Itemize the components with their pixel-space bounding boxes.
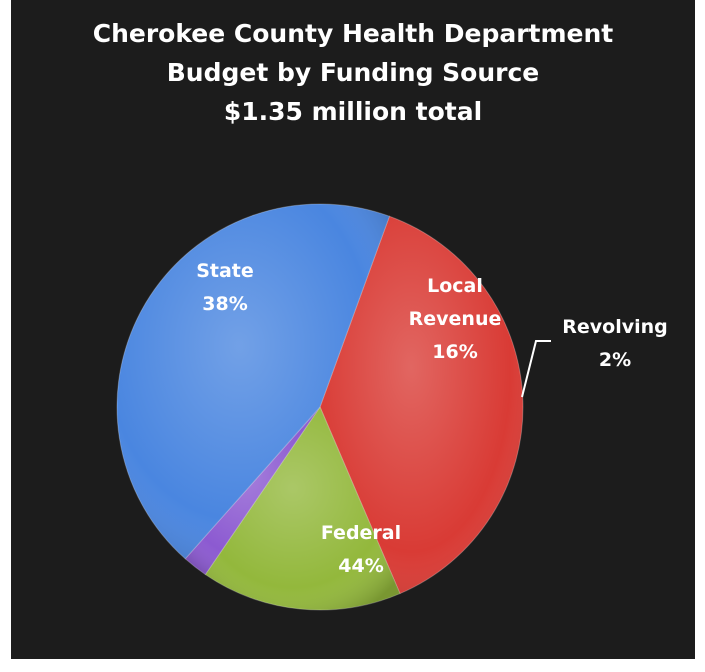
chart-title-line-3: $1.35 million total — [223, 97, 483, 126]
chart-title-line-1: Cherokee County Health Department — [92, 19, 614, 48]
pie-slice-shading — [205, 407, 400, 610]
slice-label-federal: Federal 44% — [321, 522, 401, 577]
pie-chart: State 38% Local Revenue 16% Revolving 2% Federa… — [116, 203, 668, 611]
chart-frame: Cherokee County Health Department Budget… — [11, 0, 695, 659]
slice-label-local: Local Revenue 16% — [409, 275, 502, 363]
slice-label-line: Federal — [321, 522, 401, 544]
slice-label-line: 16% — [432, 341, 477, 363]
slice-label-line: 2% — [599, 349, 631, 371]
slice-label-line: 44% — [338, 555, 383, 577]
slice-label-line: Revolving — [562, 316, 668, 338]
pie-slice-shading — [116, 203, 390, 559]
slice-label-line: Revenue — [409, 308, 502, 330]
chart-title: Cherokee County Health Department Budget… — [11, 14, 695, 131]
slice-label-state: State 38% — [196, 260, 254, 315]
slice-label-line: 38% — [202, 293, 247, 315]
chart-title-line-2: Budget by Funding Source — [166, 58, 540, 87]
slice-label-revolving: Revolving 2% — [562, 316, 668, 371]
pie-slice-shading — [185, 407, 320, 575]
slice-label-line: Local — [427, 275, 483, 297]
revolving-leader-line — [521, 340, 551, 398]
pie-slice-shading — [320, 216, 523, 594]
slice-label-line: State — [196, 260, 254, 282]
